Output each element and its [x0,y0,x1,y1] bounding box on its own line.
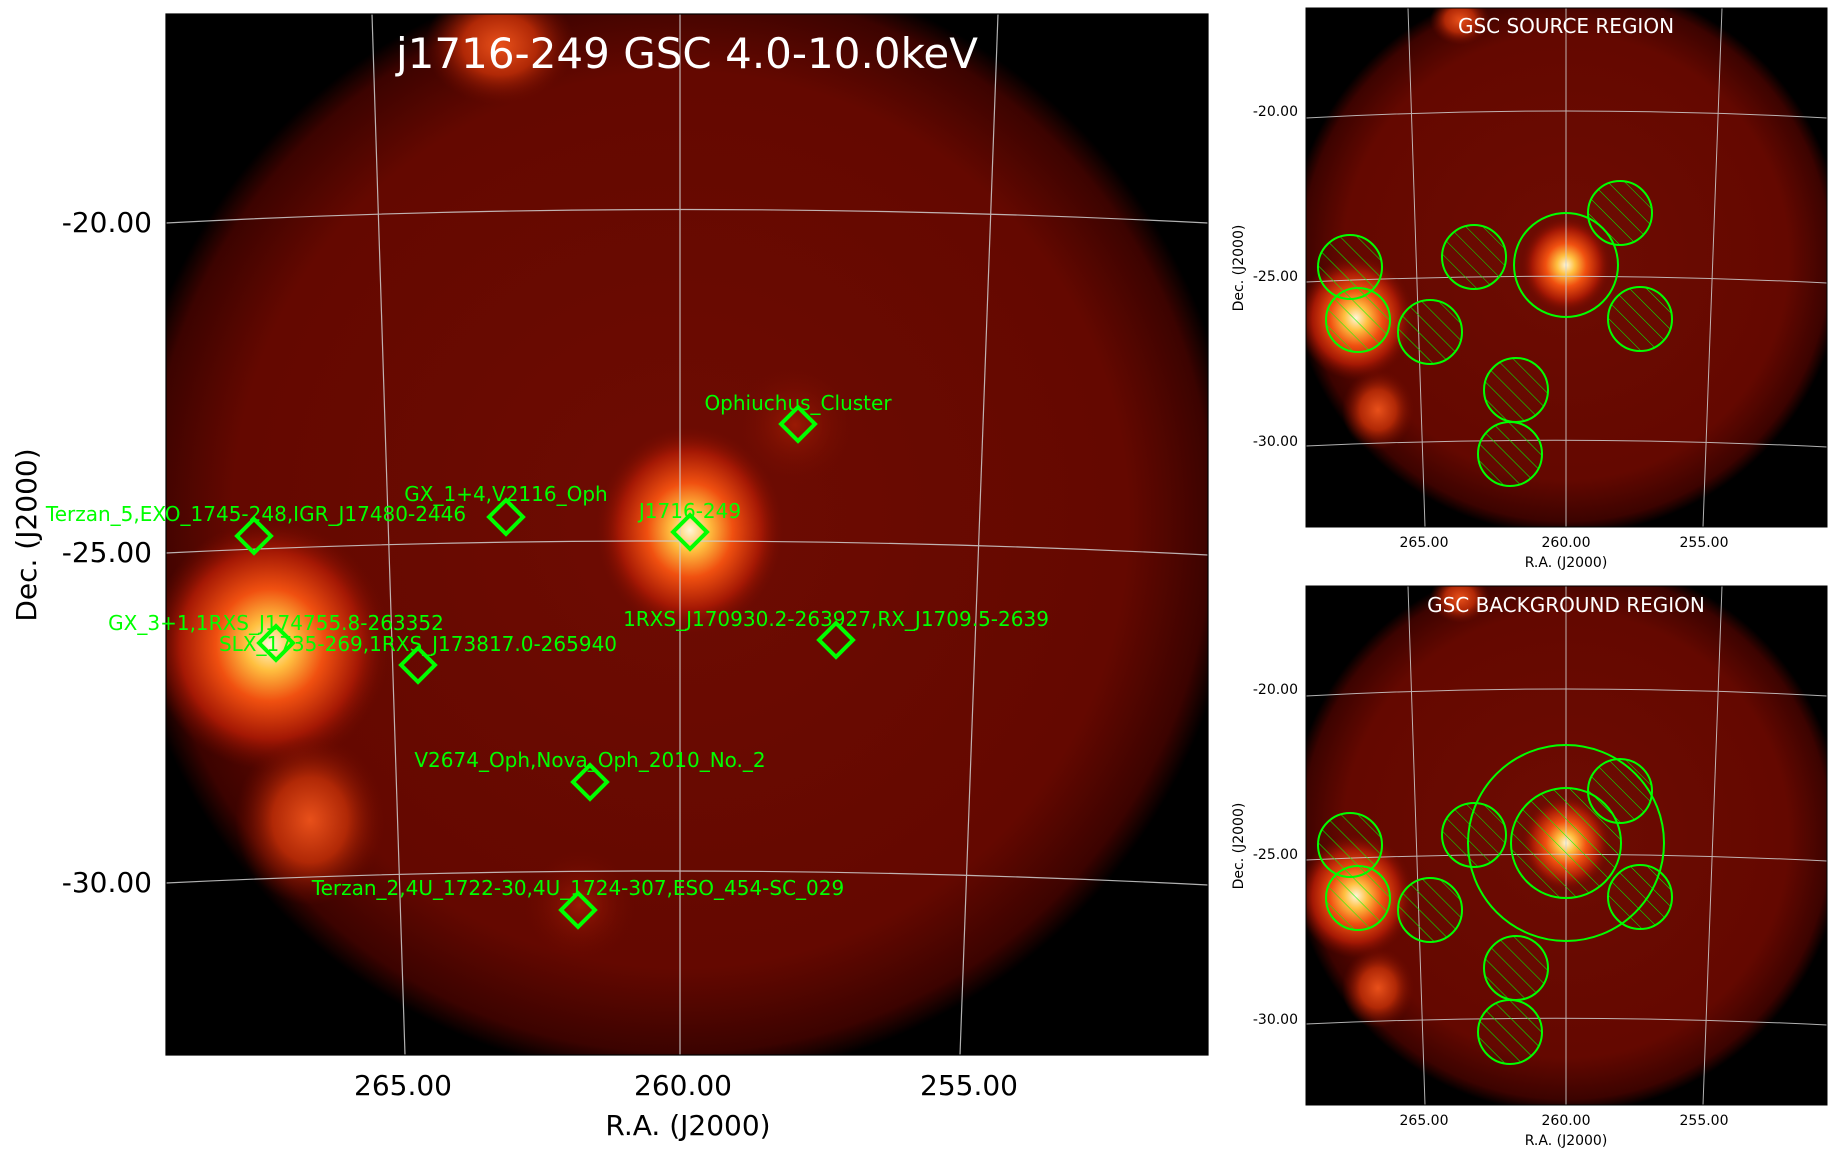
source-label: GX_3+1,1RXS_J174755.8-263352 [108,611,444,635]
background-region-sky-image [1306,586,1827,1105]
source-label: Terzan_5,EXO_1745-248,IGR_J17480-2446 [45,502,466,526]
source-label: 1RXS_J170930.2-263927,RX_J1709.5-2639 [623,607,1049,631]
background-region-title: GSC BACKGROUND REGION [1427,593,1705,617]
exclusion-circle [1607,286,1673,352]
background-region-exclusion-circles [1317,758,1673,1065]
bkg-x-axis-label: R.A. (J2000) [1525,1133,1608,1149]
bkg-x-tick: 265.00 [1400,1113,1449,1129]
source-label: Terzan_2,4U_1722-30,4U_1724-307,ESO_454-… [311,876,844,900]
source-region-title: GSC SOURCE REGION [1458,14,1674,38]
source-label: V2674_Oph,Nova_Oph_2010_No._2 [414,748,765,772]
exclusion-circle [1587,180,1653,246]
source-labels: Ophiuchus_Cluster GX_1+4,V2116_Oph Terza… [45,391,1049,900]
source-marker [398,645,438,685]
main-y-tick: -30.00 [62,866,152,899]
main-x-tick: 255.00 [920,1069,1018,1102]
exclusion-circle [1325,287,1391,353]
main-title: j1716-249 GSC 4.0-10.0keV [395,29,978,78]
source-marker [816,620,856,660]
exclusion-circle [1483,935,1549,1001]
src-y-tick: -25.00 [1253,269,1298,285]
src-y-axis-label: Dec. (J2000) [1231,225,1247,312]
source-marker [486,497,526,537]
source-marker [670,512,710,552]
bkg-x-tick: 255.00 [1680,1113,1729,1129]
bkg-y-tick: -20.00 [1253,682,1298,698]
source-markers [234,404,856,930]
source-marker [778,404,818,444]
exclusion-circle [1441,224,1507,290]
background-region-panel: GSC BACKGROUND REGION -20.00 -25.00 -30.… [1231,585,1828,1149]
src-y-tick: -30.00 [1253,434,1298,450]
source-label: Ophiuchus_Cluster [704,391,892,415]
exclusion-circle [1587,758,1653,824]
source-region-panel: GSC SOURCE REGION -20.00 -25.00 -30.00 2… [1231,7,1828,571]
source-extraction-circle [1513,212,1619,318]
main-x-tick: 265.00 [354,1069,452,1102]
main-y-tick: -25.00 [62,536,152,569]
bkg-y-axis-label: Dec. (J2000) [1231,803,1247,890]
source-marker [570,762,610,802]
source-marker [558,890,598,930]
bkg-y-tick: -25.00 [1253,847,1298,863]
exclusion-circle [1510,787,1622,899]
main-sky-image [166,14,1208,1055]
main-x-tick: 260.00 [634,1069,732,1102]
src-x-tick: 255.00 [1680,535,1729,551]
src-x-axis-label: R.A. (J2000) [1525,555,1608,571]
main-y-axis-label: Dec. (J2000) [10,448,43,621]
src-y-tick: -20.00 [1253,104,1298,120]
main-y-tick-labels: -20.00 -25.00 -30.00 [62,206,152,899]
exclusion-circle [1483,357,1549,423]
bkg-y-tick: -30.00 [1253,1012,1298,1028]
source-label: SLX_1735-269,1RXS_J173817.0-265940 [219,632,617,656]
main-x-axis-label: R.A. (J2000) [605,1109,770,1142]
exclusion-circle [1477,421,1543,487]
main-y-tick: -20.00 [62,206,152,239]
source-label: J1716-249 [637,499,741,523]
exclusion-circle [1397,299,1463,365]
src-x-tick: 265.00 [1400,535,1449,551]
exclusion-circle [1477,999,1543,1065]
bkg-x-tick: 260.00 [1542,1113,1591,1129]
source-label: GX_1+4,V2116_Oph [404,482,607,506]
exclusion-circle [1325,865,1391,931]
source-marker [234,516,274,556]
source-marker [256,623,296,663]
exclusion-circle [1607,864,1673,930]
source-region-sky-image [1306,8,1827,527]
src-x-tick: 260.00 [1542,535,1591,551]
main-panel: j1716-249 GSC 4.0-10.0keV 265.00 260.00 … [10,13,1209,1142]
main-x-tick-labels: 265.00 260.00 255.00 [354,1069,1018,1102]
exclusion-circle [1397,877,1463,943]
exclusion-circle [1441,802,1507,868]
source-region-exclusion-circles [1317,180,1673,487]
